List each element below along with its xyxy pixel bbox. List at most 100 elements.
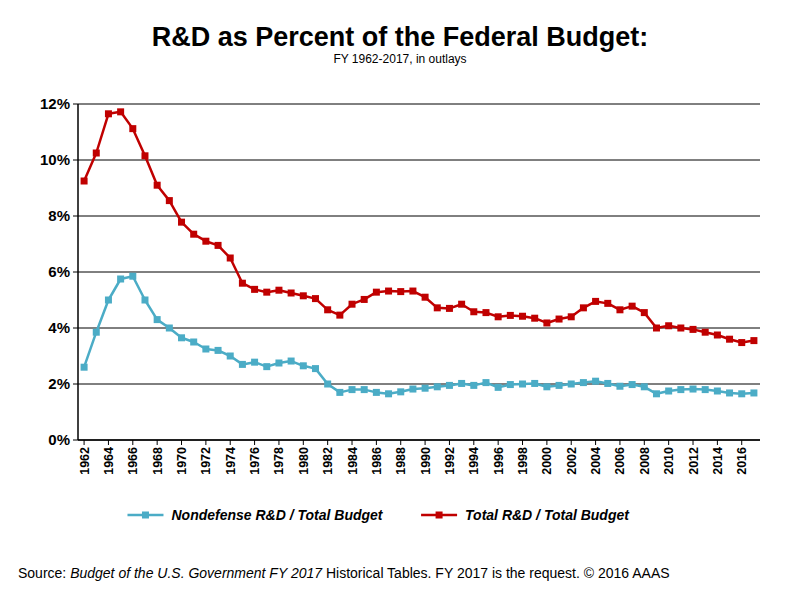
x-tick-label: 1996 — [492, 447, 506, 475]
series-marker — [580, 379, 587, 386]
series-marker — [324, 306, 331, 313]
series-marker — [470, 382, 477, 389]
y-tick-label: 10% — [40, 151, 70, 168]
legend-marker — [436, 512, 443, 519]
series-marker — [154, 316, 161, 323]
series-marker — [202, 238, 209, 245]
x-tick-label: 1964 — [102, 447, 116, 475]
series-marker — [361, 386, 368, 393]
series-marker — [629, 381, 636, 388]
series-marker — [519, 381, 526, 388]
series-marker — [446, 382, 453, 389]
legend-marker — [142, 512, 149, 519]
series-marker — [482, 309, 489, 316]
series-marker — [409, 288, 416, 295]
series-marker — [616, 383, 623, 390]
series-marker — [324, 381, 331, 388]
x-tick-label: 1962 — [78, 447, 92, 475]
x-tick-label: 1988 — [394, 447, 408, 475]
series-marker — [422, 294, 429, 301]
series-marker — [154, 182, 161, 189]
series-marker — [239, 361, 246, 368]
series-marker — [215, 242, 222, 249]
x-tick-label: 1994 — [467, 447, 481, 475]
series-marker — [470, 308, 477, 315]
series-marker — [81, 364, 88, 371]
series-marker — [690, 386, 697, 393]
series-marker — [190, 231, 197, 238]
series-marker — [178, 334, 185, 341]
series-line — [84, 112, 754, 343]
x-tick-label: 2008 — [638, 447, 652, 475]
series-marker — [665, 388, 672, 395]
grid-line — [78, 384, 760, 385]
x-tick-label: 1990 — [419, 447, 433, 475]
x-tick-label: 1970 — [175, 447, 189, 475]
series-marker — [458, 301, 465, 308]
series-marker — [677, 325, 684, 332]
series-marker — [726, 336, 733, 343]
x-tick-label: 1998 — [516, 447, 530, 475]
x-tick-label: 2000 — [540, 447, 554, 475]
x-tick-label: 1992 — [443, 447, 457, 475]
series-marker — [105, 110, 112, 117]
series-marker — [373, 389, 380, 396]
x-tick-label: 1972 — [199, 447, 213, 475]
chart: R&D as Percent of the Federal Budget:FY … — [0, 0, 800, 600]
source-part: Historical Tables. FY 2017 is the reques… — [322, 565, 670, 581]
series-marker — [677, 386, 684, 393]
series-marker — [251, 286, 258, 293]
series-marker — [141, 297, 148, 304]
series-marker — [726, 389, 733, 396]
grid-line — [78, 160, 760, 161]
series-marker — [215, 347, 222, 354]
series-marker — [166, 197, 173, 204]
x-tick-label: 1966 — [126, 447, 140, 475]
series-marker — [641, 383, 648, 390]
series-marker — [312, 295, 319, 302]
legend: Nondefense R&D / Total BudgetTotal R&D /… — [127, 507, 630, 523]
series-marker — [288, 290, 295, 297]
series-marker — [422, 385, 429, 392]
x-tick-label: 1986 — [370, 447, 384, 475]
series-marker — [93, 329, 100, 336]
plot-area — [81, 108, 758, 397]
series-marker — [531, 380, 538, 387]
series-marker — [690, 326, 697, 333]
series-marker — [349, 386, 356, 393]
series-marker — [409, 386, 416, 393]
legend-label: Nondefense R&D / Total Budget — [171, 507, 383, 523]
x-tick-label: 1974 — [224, 447, 238, 475]
series-marker — [300, 362, 307, 369]
series-marker — [117, 276, 124, 283]
series-marker — [166, 325, 173, 332]
series-marker — [300, 292, 307, 299]
series-marker — [202, 346, 209, 353]
series-marker — [750, 337, 757, 344]
series-marker — [434, 304, 441, 311]
series-marker — [239, 280, 246, 287]
series-marker — [519, 313, 526, 320]
y-tick-label: 2% — [48, 375, 70, 392]
x-tick-label: 2012 — [687, 447, 701, 475]
source: Source: Budget of the U.S. Government FY… — [18, 565, 670, 581]
subtitle: FY 1962-2017, in outlays — [333, 52, 466, 66]
series-marker — [738, 390, 745, 397]
series-marker — [714, 388, 721, 395]
y-axis — [77, 104, 79, 440]
series-marker — [556, 316, 563, 323]
series-marker — [129, 273, 136, 280]
series-marker — [653, 390, 660, 397]
series-marker — [385, 390, 392, 397]
title: R&D as Percent of the Federal Budget: — [152, 22, 649, 52]
grid-line — [78, 272, 760, 273]
series-marker — [702, 329, 709, 336]
series-marker — [434, 383, 441, 390]
series-marker — [629, 303, 636, 310]
series-marker — [117, 108, 124, 115]
series-marker — [288, 358, 295, 365]
series-marker — [531, 315, 538, 322]
series-marker — [568, 381, 575, 388]
series-marker — [750, 389, 757, 396]
series-marker — [458, 380, 465, 387]
